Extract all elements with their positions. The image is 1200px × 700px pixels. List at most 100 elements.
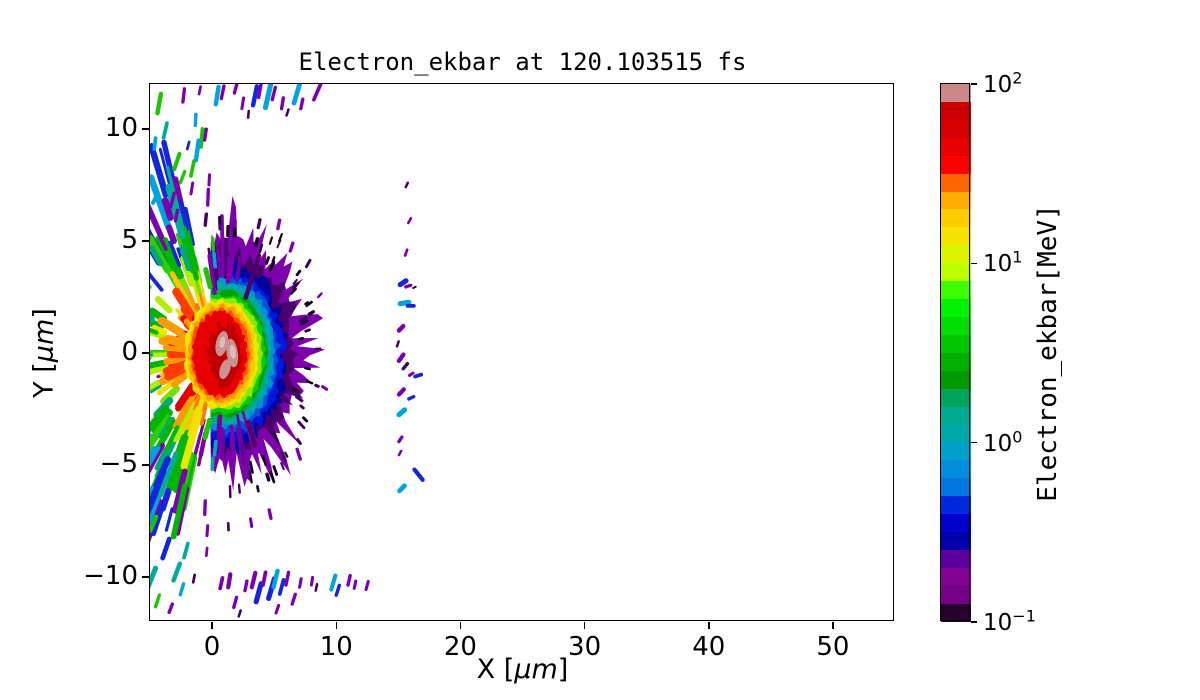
ejecta-streak bbox=[253, 581, 264, 605]
ejecta-streak bbox=[243, 253, 262, 300]
ejecta-streak bbox=[295, 269, 302, 277]
ejecta-streak bbox=[396, 323, 406, 333]
ejecta-streak bbox=[396, 352, 406, 364]
ejecta-streak bbox=[150, 245, 164, 267]
ejecta-streak bbox=[202, 127, 208, 142]
y-tick-label: 0 bbox=[121, 337, 138, 367]
ejecta-streak bbox=[218, 576, 225, 591]
contour-region bbox=[206, 320, 243, 389]
ejecta-streak bbox=[256, 485, 260, 493]
ejecta-streak bbox=[193, 112, 198, 128]
ejecta-streak bbox=[166, 350, 191, 359]
ejecta-streak bbox=[191, 393, 207, 432]
hot-core-spot bbox=[219, 359, 231, 379]
ejecta-streak bbox=[278, 233, 283, 243]
ejecta-streak bbox=[305, 379, 314, 385]
ejecta-streak bbox=[299, 404, 305, 410]
ejecta-streak bbox=[178, 199, 189, 232]
ejecta-streak bbox=[214, 248, 222, 278]
ejecta-streak bbox=[267, 508, 273, 521]
plot-area bbox=[150, 84, 895, 622]
colorbar-segment bbox=[941, 316, 971, 335]
ejecta-streak bbox=[304, 258, 312, 269]
ejecta-streak bbox=[154, 295, 173, 314]
ejecta-streak bbox=[248, 470, 253, 484]
ejecta-streak bbox=[307, 310, 315, 316]
x-tick-label: 50 bbox=[816, 632, 850, 662]
ejecta-streak bbox=[268, 236, 274, 245]
ejecta-streak bbox=[256, 218, 262, 230]
ejecta-streak bbox=[290, 287, 297, 295]
ejecta-streak bbox=[212, 439, 218, 457]
ejecta-streak bbox=[207, 254, 217, 296]
y-tick-mark bbox=[142, 128, 149, 130]
ejecta-streak bbox=[397, 278, 409, 288]
colorbar-tick-label: 100 bbox=[983, 427, 1023, 457]
ejecta-streak bbox=[161, 139, 178, 193]
ejecta-streak bbox=[249, 570, 258, 590]
ejecta-streak bbox=[185, 140, 191, 151]
ejecta-streak bbox=[229, 253, 234, 280]
ejecta-streak bbox=[403, 248, 409, 257]
ejecta-streak bbox=[150, 209, 168, 251]
ejecta-streak bbox=[296, 437, 302, 446]
ejecta-streak bbox=[268, 262, 275, 272]
ejecta-streak bbox=[246, 420, 258, 448]
ejecta-streak bbox=[191, 573, 197, 584]
colorbar-segment bbox=[941, 119, 971, 138]
ejecta-streak bbox=[206, 187, 211, 207]
ejecta-streak bbox=[171, 561, 183, 583]
ejecta-streak bbox=[401, 361, 410, 371]
ejecta-streak bbox=[352, 579, 358, 590]
ejecta-streak bbox=[160, 536, 172, 561]
y-axis-label: Y [μm] bbox=[28, 308, 60, 398]
ejecta-streak bbox=[240, 96, 246, 111]
ejecta-streak bbox=[168, 240, 182, 268]
colorbar-segment bbox=[941, 603, 971, 622]
ejecta-streak bbox=[407, 371, 415, 377]
ejecta-streak bbox=[334, 583, 342, 597]
colorbar-segment bbox=[941, 460, 971, 479]
ejecta-streak bbox=[150, 413, 170, 444]
colorbar-tick-mark bbox=[971, 83, 977, 85]
ejecta-streak bbox=[305, 300, 313, 308]
ejecta-streak bbox=[292, 282, 299, 290]
x-tick-mark bbox=[211, 622, 213, 629]
ejecta-streak bbox=[264, 256, 271, 265]
ejecta-streak bbox=[165, 224, 177, 245]
colorbar-tick-label: 102 bbox=[983, 68, 1023, 99]
ejecta-streak bbox=[203, 267, 213, 290]
colorbar-tick-mark bbox=[971, 262, 977, 265]
x-tick-label: 30 bbox=[568, 632, 602, 662]
ejecta-streak bbox=[219, 84, 226, 101]
ejecta-streak bbox=[299, 97, 305, 111]
ejecta-streak bbox=[161, 121, 169, 140]
colorbar-segment bbox=[941, 496, 971, 515]
chart-title: Electron_ekbar at 120.103515 fs bbox=[298, 48, 747, 76]
colorbar-segment bbox=[941, 514, 971, 533]
ejecta-streak bbox=[279, 96, 286, 111]
ejecta-streak bbox=[236, 414, 248, 468]
ejecta-streak bbox=[150, 174, 172, 231]
ejecta-streak bbox=[298, 577, 303, 589]
ejecta-streak bbox=[193, 433, 202, 458]
ejecta-streak bbox=[235, 256, 242, 282]
ejecta-streak bbox=[189, 159, 196, 178]
ejecta-streak bbox=[413, 372, 424, 379]
ejecta-streak bbox=[271, 256, 276, 263]
ejecta-streak bbox=[412, 285, 417, 290]
ejecta-streak bbox=[243, 579, 249, 593]
ejecta-streak bbox=[197, 85, 202, 96]
ejecta-streak bbox=[211, 237, 216, 252]
ejecta-streak bbox=[396, 407, 408, 418]
ejecta-streak bbox=[397, 435, 404, 444]
ejecta-streak bbox=[346, 573, 352, 587]
ejecta-streak bbox=[150, 404, 170, 434]
ejecta-streak bbox=[150, 272, 164, 292]
ejecta-streak bbox=[329, 573, 338, 592]
colorbar-segment bbox=[941, 155, 971, 174]
ejecta-streak bbox=[284, 570, 291, 587]
ejecta-streak bbox=[312, 84, 323, 102]
ejecta-streak bbox=[150, 143, 169, 198]
colorbar-segment bbox=[941, 406, 971, 425]
